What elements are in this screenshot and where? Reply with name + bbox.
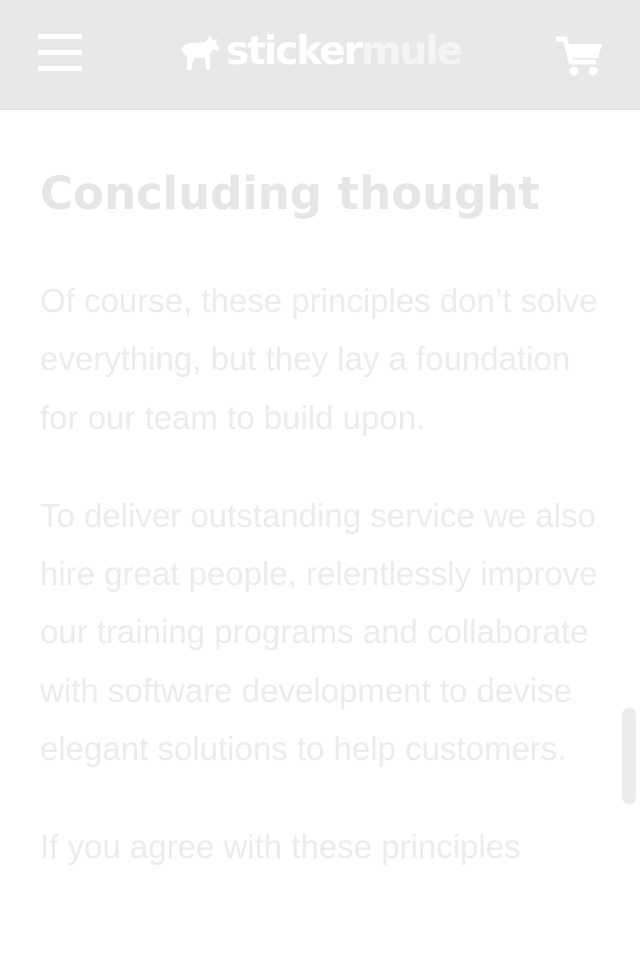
article-content: Concluding thought Of course, these prin… xyxy=(40,160,610,877)
scrollbar-thumb[interactable] xyxy=(622,708,636,804)
site-header: stickermule xyxy=(0,0,640,110)
article-paragraph: To deliver outstanding service we also h… xyxy=(40,496,598,768)
article-paragraph: Of course, these principles don’t solve … xyxy=(40,282,598,436)
logo-text-mule: mule xyxy=(360,29,463,74)
hamburger-menu-icon[interactable] xyxy=(38,34,82,74)
menu-bar xyxy=(38,66,82,71)
menu-bar xyxy=(38,34,82,39)
article-paragraph: If you agree with these principles xyxy=(40,828,521,866)
logo-text-sticker: sticker xyxy=(226,29,363,74)
section-heading: Concluding thought xyxy=(40,167,540,220)
logo-text: stickermule xyxy=(226,28,463,76)
mule-icon xyxy=(182,35,220,70)
shopping-cart-icon[interactable] xyxy=(556,36,604,78)
menu-bar xyxy=(38,50,82,55)
sticker-mule-logo[interactable]: stickermule xyxy=(180,28,463,76)
cart-glyph xyxy=(556,36,602,76)
